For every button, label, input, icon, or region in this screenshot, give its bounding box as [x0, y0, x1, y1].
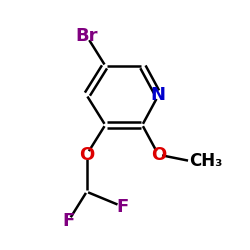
Text: O: O — [151, 146, 166, 164]
Text: N: N — [151, 86, 166, 104]
Text: CH₃: CH₃ — [189, 152, 223, 170]
Text: O: O — [79, 146, 94, 164]
Text: F: F — [116, 198, 129, 216]
Text: F: F — [62, 212, 74, 230]
Text: Br: Br — [76, 27, 98, 45]
